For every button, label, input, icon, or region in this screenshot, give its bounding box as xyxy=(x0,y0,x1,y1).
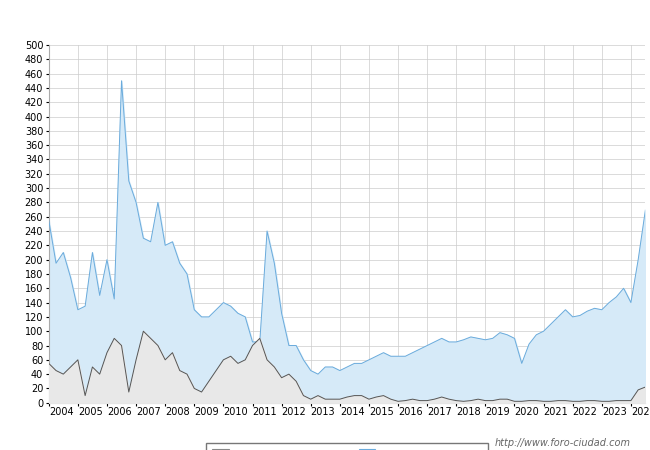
Text: Langreo - Evolucion del Nº de Transacciones Inmobiliarias: Langreo - Evolucion del Nº de Transaccio… xyxy=(86,14,564,28)
Text: http://www.foro-ciudad.com: http://www.foro-ciudad.com xyxy=(495,438,630,448)
Legend: Viviendas Nuevas, Viviendas Usadas: Viviendas Nuevas, Viviendas Usadas xyxy=(206,443,488,450)
